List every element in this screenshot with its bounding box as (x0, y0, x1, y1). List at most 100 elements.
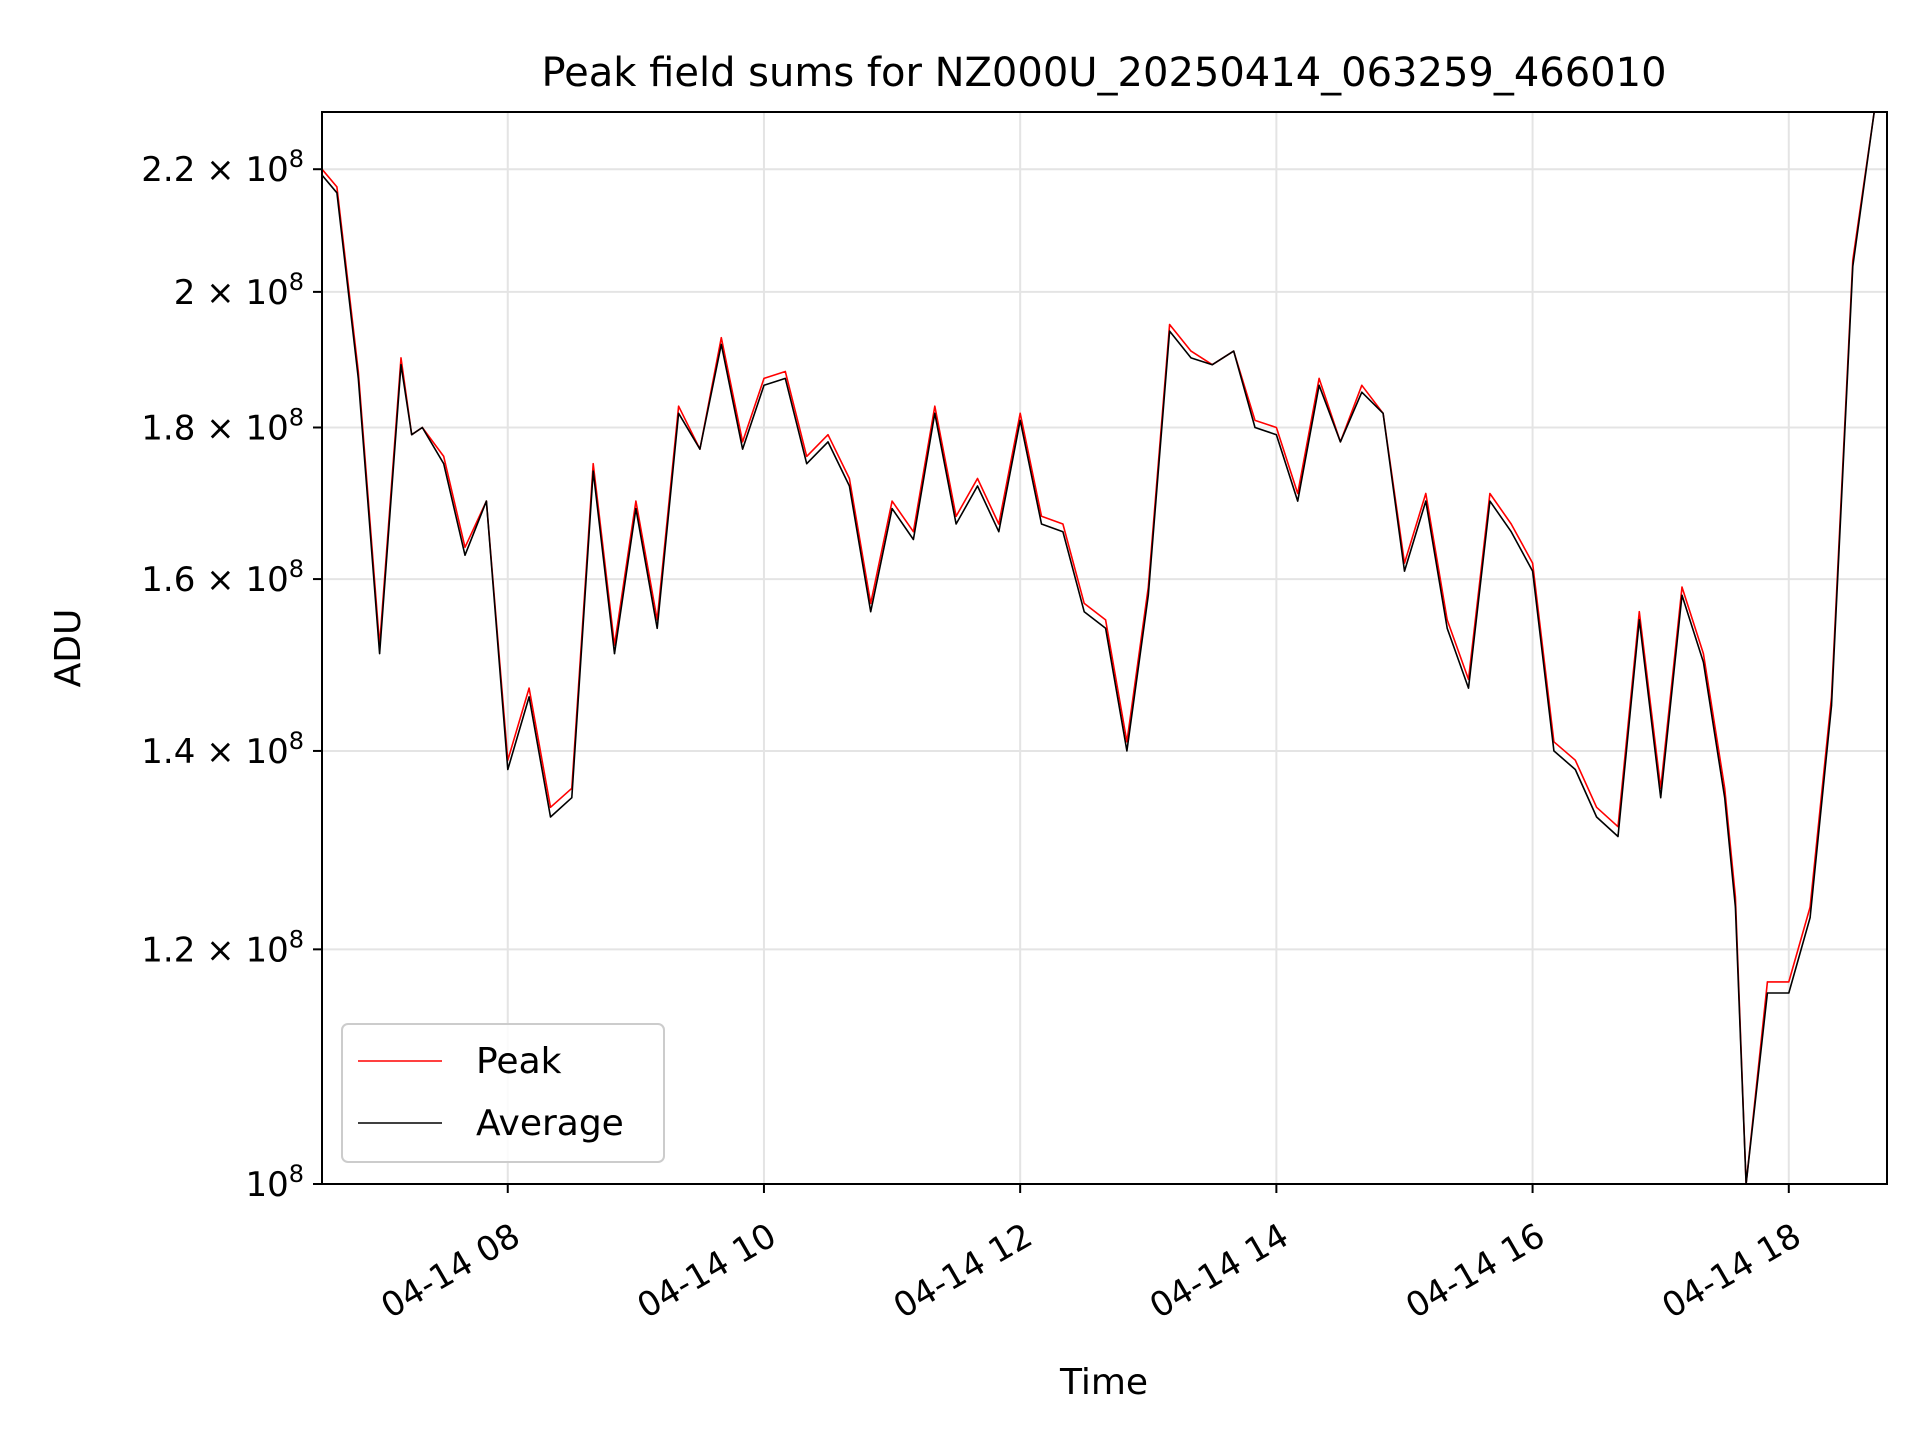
grid-lines (322, 112, 1887, 1184)
data-point (912, 538, 915, 541)
legend-label-average: Average (476, 1103, 624, 1144)
data-point (400, 364, 402, 366)
y-tick-label: 1.6 × 108 (141, 555, 304, 600)
y-tick-label: 2.2 × 108 (141, 145, 304, 190)
data-point (827, 434, 829, 436)
data-point (891, 508, 893, 510)
data-point (998, 531, 1000, 533)
data-point (1446, 627, 1448, 629)
data-point (528, 687, 530, 689)
data-point (1147, 594, 1149, 596)
data-point (806, 463, 808, 465)
data-point (742, 448, 744, 450)
data-point (955, 515, 957, 517)
chart-title: Peak field sums for NZ000U_20250414_0632… (541, 50, 1666, 96)
data-point (1574, 768, 1576, 771)
data-point (1275, 434, 1277, 436)
data-point (1734, 906, 1736, 908)
data-point (464, 554, 466, 556)
data-point (411, 434, 413, 436)
data-point (1852, 265, 1854, 267)
data-point (549, 816, 552, 818)
data-point (336, 192, 338, 194)
data-point (1169, 323, 1171, 326)
data-point (635, 508, 637, 510)
x-axis-label: Time (1059, 1362, 1148, 1403)
data-point (1339, 441, 1341, 443)
data-point (1788, 981, 1790, 983)
data-point (528, 696, 530, 698)
legend-box (341, 1023, 665, 1163)
series-points-average (321, 111, 1888, 1185)
data-point (1830, 705, 1833, 707)
data-point (1788, 992, 1790, 994)
data-point (827, 441, 829, 443)
y-axis-ticks: 108 1.2 × 108 1.4 × 108 1.6 × 108 1.8 × 108 2… (141, 145, 322, 1205)
data-point (1083, 602, 1085, 605)
data-point (720, 337, 722, 339)
series-layer (321, 111, 1888, 1185)
data-point (870, 611, 872, 613)
data-point (1403, 570, 1406, 572)
data-point (806, 455, 808, 457)
data-point (443, 463, 445, 465)
data-point (784, 377, 786, 379)
data-point (1126, 750, 1128, 752)
data-point (1361, 391, 1363, 393)
data-point (1382, 412, 1384, 414)
data-point (400, 357, 402, 359)
data-point (1275, 426, 1277, 429)
data-point (934, 412, 936, 414)
y-tick-label: 1.8 × 108 (141, 403, 304, 448)
data-point (357, 377, 359, 379)
y-tick-label: 108 (245, 1160, 304, 1205)
data-point (1724, 787, 1726, 789)
data-point (891, 500, 893, 502)
data-point (1809, 917, 1811, 919)
data-point (1318, 377, 1320, 379)
data-point (549, 806, 552, 808)
data-point (656, 627, 658, 629)
data-point (784, 370, 786, 373)
data-point (1040, 523, 1043, 525)
data-point (1766, 981, 1768, 983)
data-point (720, 343, 722, 345)
data-point (678, 412, 680, 414)
data-point (1467, 687, 1470, 689)
data-point (848, 477, 851, 480)
data-point (1361, 384, 1363, 386)
y-tick-label: 2 × 108 (174, 268, 304, 313)
data-point (1702, 653, 1704, 655)
data-point (1681, 586, 1683, 588)
data-point (955, 523, 957, 525)
y-tick-label: 1.4 × 108 (141, 727, 304, 772)
data-point (742, 441, 744, 443)
data-point (1574, 759, 1576, 761)
data-point (678, 405, 680, 407)
legend: Peak Average (341, 1023, 665, 1163)
data-point (1510, 531, 1512, 533)
data-point (1190, 357, 1192, 359)
data-point (507, 768, 509, 771)
data-point (1254, 426, 1256, 429)
legend-label-peak: Peak (476, 1041, 562, 1082)
data-point (1638, 619, 1640, 621)
data-point (1425, 492, 1427, 495)
data-point (1702, 661, 1704, 663)
data-point (613, 653, 616, 655)
data-point (443, 455, 445, 457)
data-point (421, 426, 423, 429)
data-point (1446, 619, 1448, 621)
data-point (571, 797, 573, 799)
data-point (1105, 627, 1107, 629)
data-point (1660, 797, 1662, 799)
data-point (1532, 562, 1534, 564)
data-point (1510, 523, 1512, 525)
data-point (1318, 384, 1320, 386)
data-point (592, 463, 594, 465)
data-point (1766, 992, 1768, 994)
data-point (1489, 500, 1491, 502)
data-point (336, 186, 338, 188)
